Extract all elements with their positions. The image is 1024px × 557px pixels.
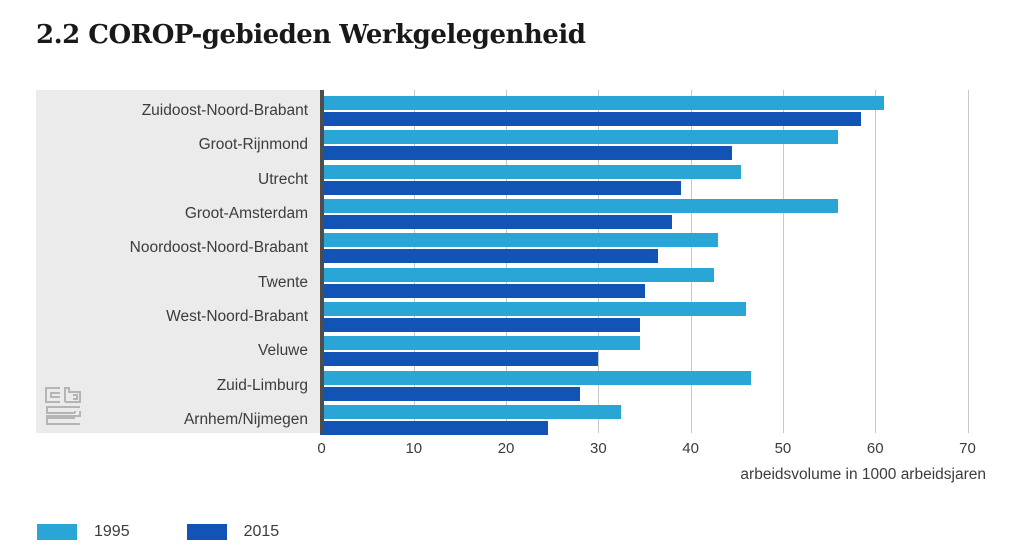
legend-swatch-1995 [37,524,77,540]
category-label: Zuid-Limburg [216,376,308,394]
x-axis-title: arbeidsvolume in 1000 arbeidsjaren [740,466,986,483]
gridline-70 [967,90,969,433]
plot-area [320,90,1010,436]
x-tick-label-0: 0 [317,440,326,457]
category-label: Groot-Amsterdam [184,205,308,223]
x-tick-label-20: 20 [497,440,515,457]
category-label: Noordoost-Noord-Brabant [129,239,308,257]
category-label: Twente [258,273,308,291]
bar-chart: Zuidoost-Noord-Brabant Groot-Rijnmond Utre… [36,90,1010,436]
bar-1995 [320,199,839,214]
page-title: 2.2 COROP-gebieden Werkgelegenheid [36,20,586,50]
bar-2015 [320,146,733,161]
x-tick-label-30: 30 [590,440,607,457]
x-tick-label-40: 40 [682,440,699,457]
bar-1995 [320,130,839,145]
bar-2015 [320,318,640,333]
bar-1995 [320,267,714,282]
legend: 1995 2015 [37,523,336,541]
bar-2015 [320,249,659,264]
category-label: Utrecht [258,170,308,188]
bar-2015 [320,386,580,401]
legend-label: 1995 [94,523,130,540]
bar-2015 [320,283,645,298]
x-tick-label-10: 10 [405,440,423,457]
x-tick-label-50: 50 [774,440,792,457]
legend-swatch-2015 [186,524,227,540]
legend-item-1995: 1995 [37,523,130,541]
category-label: West-Noord-Brabant [166,308,308,326]
bar-1995 [320,164,742,179]
bar-1995 [320,302,746,317]
category-label-panel: Zuidoost-Noord-Brabant Groot-Rijnmond Utre… [36,90,320,433]
gridline-40 [690,90,692,433]
bar-2015 [320,421,548,436]
category-label: Groot-Rijnmond [198,136,308,154]
gridline-60 [875,90,877,433]
bar-2015 [320,180,682,195]
x-tick-label-60: 60 [866,440,884,457]
bar-2015 [320,112,862,126]
legend-item-2015: 2015 [186,523,280,541]
bar-1995 [320,405,622,420]
bar-1995 [320,233,719,248]
bar-1995 [320,96,885,110]
gridline-50 [782,90,784,433]
y-axis-line [320,90,324,433]
x-tick-label-70: 70 [959,440,976,457]
category-label: Zuidoost-Noord-Brabant [141,102,308,119]
category-label: Arnhem/Nijmegen [183,411,308,429]
bar-2015 [320,215,673,230]
cbs-logo [45,387,81,425]
bar-1995 [320,336,640,351]
bar-2015 [320,352,599,367]
category-label: Veluwe [258,342,308,360]
bar-1995 [320,370,751,385]
legend-label: 2015 [243,523,280,540]
